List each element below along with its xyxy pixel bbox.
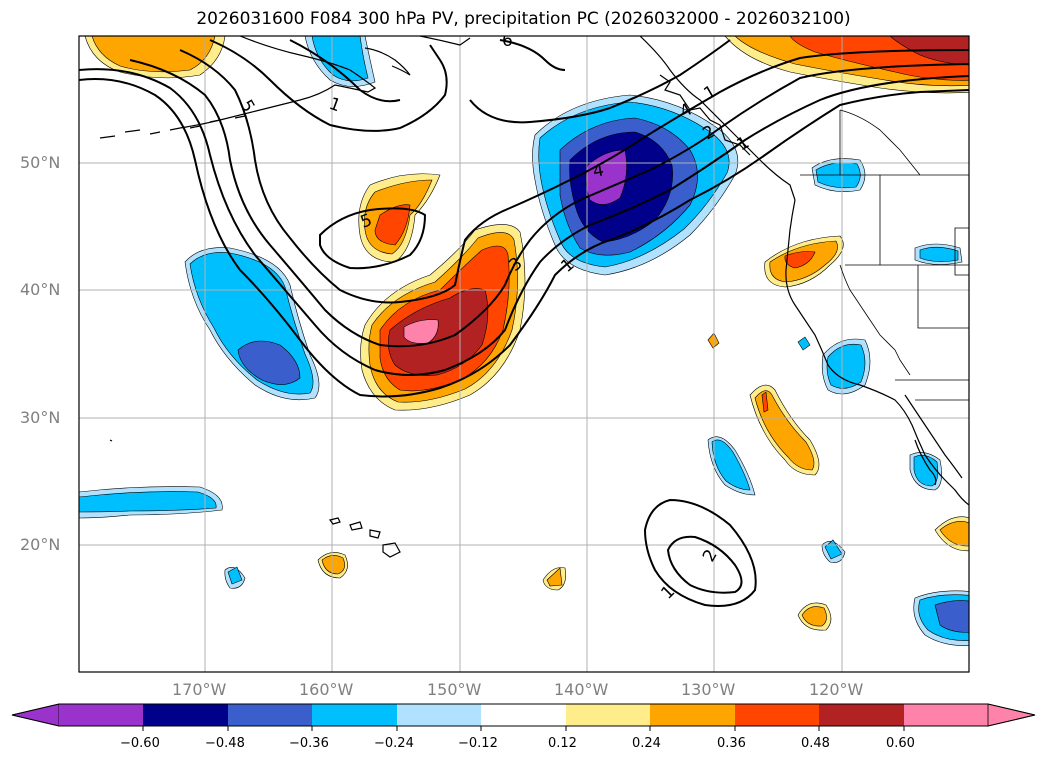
- colorbar-over-arrow: [987, 703, 1036, 727]
- lon-label-160w: 160°W: [299, 680, 354, 699]
- political-borders: [800, 109, 969, 401]
- lat-label-50n: 50°N: [20, 153, 61, 172]
- map-plot-area: 5 1 5 3 1 4 4 2 1 1 2 1 6: [79, 31, 969, 672]
- colorbar-bin: [228, 704, 312, 726]
- colorbar-tick-label: −0.36: [289, 736, 329, 751]
- precip-positive-anomalies: [84, 36, 969, 631]
- colorbar-bin: [312, 704, 397, 726]
- coastlines: [99, 36, 969, 558]
- map-frame: [78, 35, 970, 673]
- colorbar-tick-label: 0.24: [632, 736, 661, 751]
- colorbar-bin: [397, 704, 481, 726]
- colorbar-bin: [143, 704, 228, 726]
- colorbar: [11, 703, 1036, 731]
- lon-label-130w: 130°W: [681, 680, 736, 699]
- colorbar-bin: [904, 704, 988, 726]
- colorbar-bin: [59, 704, 143, 726]
- graticule: [79, 36, 969, 672]
- pv-contour-1-main: [79, 78, 969, 398]
- pv-contour-small-loop: [319, 207, 427, 270]
- colorbar-tick-label: −0.24: [374, 736, 414, 751]
- contour-label: 6: [502, 31, 513, 51]
- precip-negative-anomalies: [79, 36, 969, 646]
- colorbar-tick-label: −0.60: [120, 736, 160, 751]
- colorbar-tick-label: 0.60: [886, 736, 915, 751]
- colorbar-tick-label: 0.12: [548, 736, 577, 751]
- lat-label-20n: 20°N: [20, 535, 61, 554]
- colorbar-bin: [650, 704, 735, 726]
- lon-label-150w: 150°W: [427, 680, 482, 699]
- colorbar-bin: [819, 704, 904, 726]
- colorbar-tick-label: 0.48: [801, 736, 830, 751]
- colorbar-bin: [735, 704, 819, 726]
- pv-contour-1-loop: [643, 498, 757, 607]
- colorbar-tick-label: 0.36: [717, 736, 746, 751]
- colorbar-under-arrow: [11, 703, 60, 727]
- contour-label: 4: [591, 160, 605, 182]
- colorbar-bin: [481, 704, 566, 726]
- pv-contours: [79, 39, 969, 607]
- colorbar-tick-label: −0.48: [205, 736, 245, 751]
- lat-label-30n: 30°N: [20, 408, 61, 427]
- lon-label-170w: 170°W: [172, 680, 227, 699]
- lat-label-40n: 40°N: [20, 280, 61, 299]
- lon-label-120w: 120°W: [809, 680, 864, 699]
- colorbar-bin: [566, 704, 650, 726]
- lon-label-140w: 140°W: [554, 680, 609, 699]
- colorbar-tick-label: −0.12: [458, 736, 498, 751]
- map-title: 2026031600 F084 300 hPa PV, precipitatio…: [196, 9, 851, 29]
- pv-contour-2-loop: [666, 535, 743, 594]
